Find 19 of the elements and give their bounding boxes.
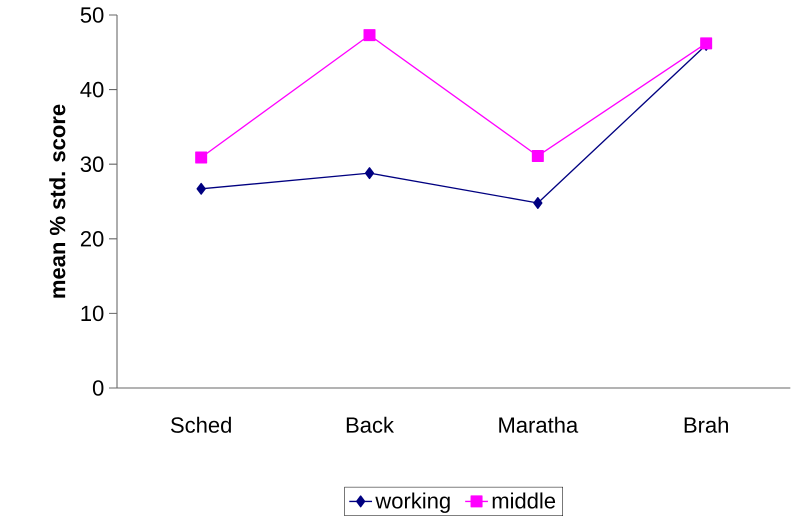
x-tick-label: Brah: [684, 416, 728, 433]
point: [364, 167, 374, 180]
legend-label: middle: [492, 492, 556, 509]
point: [196, 182, 206, 195]
x-tick-label: Maratha: [499, 416, 578, 433]
point: [533, 196, 542, 209]
y-axis-title: mean % std. score: [49, 104, 66, 298]
legend-label: working: [375, 492, 450, 513]
y-tick-label: 40: [80, 82, 104, 98]
point: [363, 29, 376, 42]
y-tick-label: 50: [80, 7, 104, 23]
x-tick-label: Back: [346, 416, 394, 433]
y-tick-label: 0: [92, 380, 104, 396]
y-tick-label: 20: [80, 230, 104, 247]
y-tick-label: 10: [81, 306, 104, 322]
point: [195, 151, 208, 164]
y-tick-label: 30: [80, 156, 104, 172]
point: [532, 150, 544, 162]
x-tick-label: Sched: [170, 416, 231, 433]
